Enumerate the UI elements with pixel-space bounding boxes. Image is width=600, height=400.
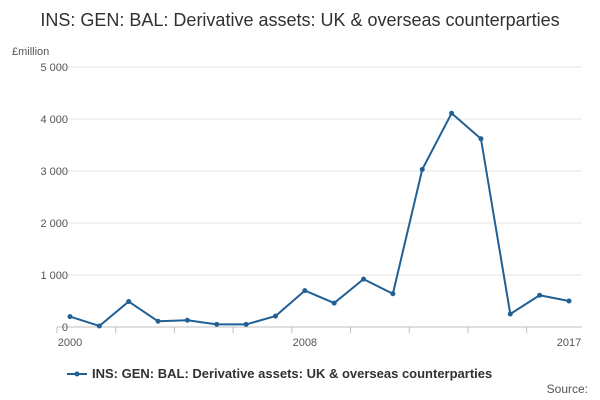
- x-axis: [56, 326, 582, 333]
- chart-title: INS: GEN: BAL: Derivative assets: UK & o…: [40, 10, 560, 30]
- legend-swatch: [66, 367, 88, 381]
- data-point[interactable]: [243, 321, 249, 327]
- source-label: Source:: [546, 382, 588, 396]
- series-layer: [67, 110, 572, 329]
- x-tick-label: 2008: [293, 337, 317, 349]
- data-point[interactable]: [155, 318, 161, 324]
- data-point[interactable]: [96, 323, 102, 329]
- y-tick-label: 0: [62, 322, 68, 334]
- data-point[interactable]: [390, 291, 396, 297]
- data-point[interactable]: [566, 298, 572, 304]
- data-point[interactable]: [331, 300, 337, 306]
- y-tick-label: 1 000: [40, 270, 68, 282]
- x-tick-label: 2000: [58, 337, 82, 349]
- data-point[interactable]: [507, 311, 513, 317]
- data-point[interactable]: [214, 321, 220, 327]
- data-point[interactable]: [537, 292, 543, 298]
- y-axis-label: £million: [12, 46, 50, 58]
- data-point[interactable]: [184, 317, 190, 323]
- gridlines: [57, 66, 582, 276]
- data-point[interactable]: [478, 136, 484, 142]
- y-tick-label: 5 000: [40, 62, 68, 74]
- y-axis-ticks: 0 1 000 2 000 3 000 4 000 5 000: [40, 62, 68, 334]
- data-point[interactable]: [302, 288, 308, 294]
- x-tick-label: 2017: [557, 337, 581, 349]
- legend-label: INS: GEN: BAL: Derivative assets: UK & o…: [92, 366, 493, 381]
- y-tick-label: 4 000: [40, 114, 68, 126]
- x-axis-ticks: 2000 2008 2017: [58, 337, 581, 349]
- data-point[interactable]: [126, 299, 132, 305]
- legend: INS: GEN: BAL: Derivative assets: UK & o…: [66, 366, 492, 381]
- data-point[interactable]: [67, 314, 73, 320]
- data-point[interactable]: [361, 276, 367, 282]
- y-tick-label: 2 000: [40, 218, 68, 230]
- data-point[interactable]: [272, 313, 278, 319]
- y-tick-label: 3 000: [40, 166, 68, 178]
- series-line: [69, 112, 570, 327]
- data-point[interactable]: [419, 166, 425, 172]
- data-point[interactable]: [449, 110, 455, 116]
